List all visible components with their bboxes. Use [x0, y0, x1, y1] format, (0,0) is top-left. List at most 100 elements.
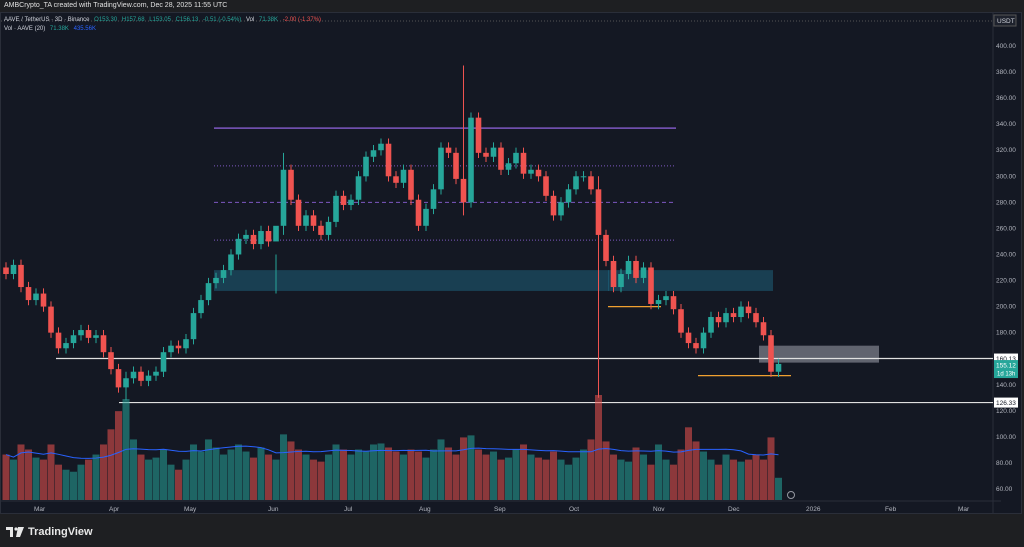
candle-body [340, 195, 347, 205]
volume-bar [565, 464, 572, 500]
candle-body [55, 332, 62, 349]
candle-body [565, 189, 572, 203]
volume-bar [77, 464, 85, 500]
volume-bar [587, 439, 595, 500]
volume-bar [617, 459, 625, 500]
volume-bar [520, 444, 527, 500]
y-tick-label: 240.00 [996, 251, 1016, 258]
candle-body [640, 267, 647, 278]
candle-body [498, 147, 504, 170]
y-tick-label: 120.00 [996, 408, 1016, 415]
candle-body [543, 176, 549, 196]
candle-body [273, 225, 279, 242]
candle-body [558, 202, 564, 216]
volume-bar [775, 477, 782, 500]
volume-bar [737, 461, 745, 500]
volume-bar [692, 441, 700, 500]
price-chart[interactable]: 400.00 380.00 360.00 340.00 320.00 300.00 280.… [1, 13, 1021, 513]
volume-bar [625, 461, 632, 500]
candle-body [483, 152, 489, 157]
candle-body [265, 231, 272, 242]
volume-bar [700, 451, 707, 500]
candle-body [738, 306, 744, 318]
candle-body [228, 254, 234, 271]
candle-body [310, 215, 317, 226]
volume-bar [475, 449, 482, 500]
volume-bar [415, 451, 422, 500]
volume-bar [632, 447, 640, 500]
volume-indicator-value: 71.38K [49, 26, 69, 32]
y-tick-label: 60.00 [996, 486, 1013, 493]
candle-body [520, 152, 527, 174]
lightning-event-icon [787, 491, 795, 499]
volume-bar [355, 449, 362, 500]
candle-body [505, 163, 512, 170]
price-label: 126.33 [996, 400, 1016, 407]
candle-body [423, 208, 429, 226]
candle-body [138, 371, 144, 381]
volume-bar [17, 444, 25, 500]
candle-body [535, 169, 542, 177]
x-tick-label: Oct [569, 506, 579, 513]
candle-body [475, 117, 482, 153]
candle-body [625, 260, 632, 275]
volume-bar [280, 434, 287, 500]
volume-legend: Vol · AAVE (20) 71.38K 435.56K [4, 25, 324, 34]
volume-bar [40, 459, 47, 500]
y-tick-label: 280.00 [996, 199, 1016, 206]
volume-indicator-label[interactable]: Vol · AAVE (20) [4, 26, 46, 32]
volume-bar [272, 459, 280, 500]
price-label-box [994, 397, 1018, 408]
candle-body [775, 363, 782, 372]
volume-bar [400, 454, 407, 500]
volume-bar [100, 444, 107, 500]
candle-body [25, 287, 32, 301]
volume-bar [325, 454, 332, 500]
chart-panel[interactable]: 400.00 380.00 360.00 340.00 320.00 300.00 280.… [0, 12, 1022, 514]
candle-body [145, 375, 152, 381]
volume-bar [332, 444, 340, 500]
candle-body [603, 234, 609, 261]
x-tick-label: Nov [653, 506, 665, 513]
candle-body [393, 176, 399, 183]
volume-bar [452, 454, 460, 500]
candle-body [610, 260, 617, 288]
candle-body [408, 169, 414, 200]
x-tick-label: May [184, 506, 197, 513]
candle-body [415, 199, 422, 226]
vol-change: -2.00 (-1.37%) [282, 17, 322, 23]
candle-body [513, 152, 519, 164]
volume-bar [542, 459, 550, 500]
low-value: L153.05 [149, 17, 171, 23]
y-tick-label: 340.00 [996, 121, 1016, 128]
candle-body [63, 343, 69, 349]
candle-body [715, 317, 722, 323]
x-tick-label: Jun [268, 506, 279, 513]
candle-body [760, 322, 767, 336]
volume-bar [610, 454, 617, 500]
candle-body [48, 306, 54, 333]
candle-body [753, 313, 759, 323]
volume-bar [205, 439, 212, 500]
candle-body [700, 332, 707, 349]
symbol-label[interactable]: AAVE / TetherUS · 3D · Binance [4, 17, 90, 23]
volume-bar [197, 451, 205, 500]
close-value: C156.13 [175, 17, 199, 23]
ohlc-legend: AAVE / TetherUS · 3D · Binance O153.30 H… [4, 16, 324, 25]
tradingview-logo[interactable]: TradingView [6, 526, 93, 538]
volume-bar [235, 444, 242, 500]
volume-bar [490, 451, 497, 500]
y-tick-label: 400.00 [996, 43, 1016, 50]
candle-body [130, 371, 137, 379]
candle-body [430, 189, 437, 209]
candle-body [723, 313, 729, 323]
volume-bar [407, 449, 415, 500]
volume-bar [752, 454, 760, 500]
x-tick-label: 2026 [806, 506, 821, 513]
volume-bar [212, 447, 220, 500]
candle-body [198, 300, 204, 314]
candle-body [160, 352, 167, 372]
volume-bar [580, 449, 587, 500]
candle-body [348, 199, 354, 205]
candle-body [445, 147, 452, 153]
